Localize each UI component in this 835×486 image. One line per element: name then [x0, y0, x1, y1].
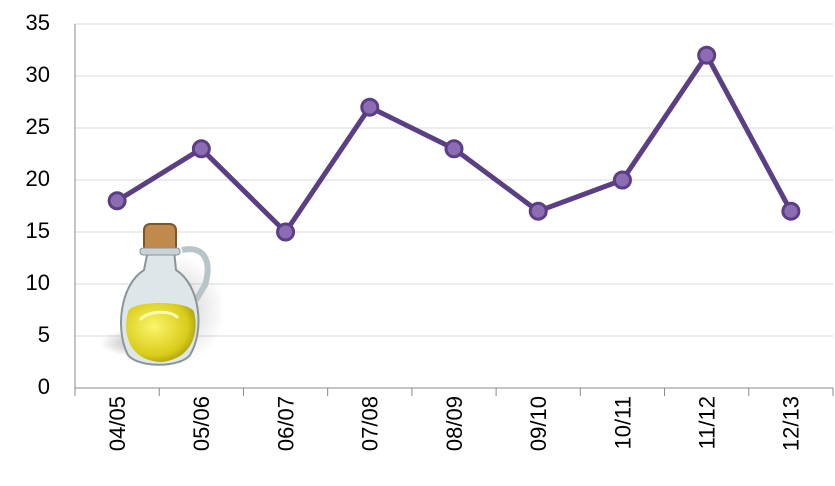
oil-jar-icon	[100, 223, 225, 366]
y-tick-label: 35	[26, 10, 50, 35]
data-point	[781, 201, 801, 221]
x-tick-label: 06/07	[273, 396, 298, 451]
data-point	[360, 97, 380, 117]
axes: 0 5 10 15 20 25 30 35	[26, 10, 834, 399]
y-tick-label: 15	[26, 218, 50, 243]
x-tick-label: 12/13	[779, 396, 804, 451]
y-tick-label: 30	[26, 62, 50, 87]
y-tick-label: 10	[26, 270, 50, 295]
x-tick-label: 11/12	[694, 396, 719, 449]
data-point	[612, 170, 632, 190]
data-point	[528, 201, 548, 221]
data-point	[191, 139, 211, 159]
y-tick-label: 5	[38, 322, 50, 347]
x-tick-label: 08/09	[442, 396, 467, 451]
y-tick-label: 20	[26, 166, 50, 191]
data-point	[444, 139, 464, 159]
y-tick-label: 25	[26, 114, 50, 139]
x-tick-label: 10/11	[610, 396, 635, 449]
x-tick-label: 09/10	[526, 396, 551, 451]
y-tick-label: 0	[38, 374, 50, 399]
x-tick-label: 07/08	[358, 396, 383, 451]
data-point	[697, 45, 717, 65]
data-point	[107, 191, 127, 211]
data-point	[276, 222, 296, 242]
x-tick-label: 04/05	[105, 396, 130, 451]
x-tick-label: 05/06	[189, 396, 214, 451]
